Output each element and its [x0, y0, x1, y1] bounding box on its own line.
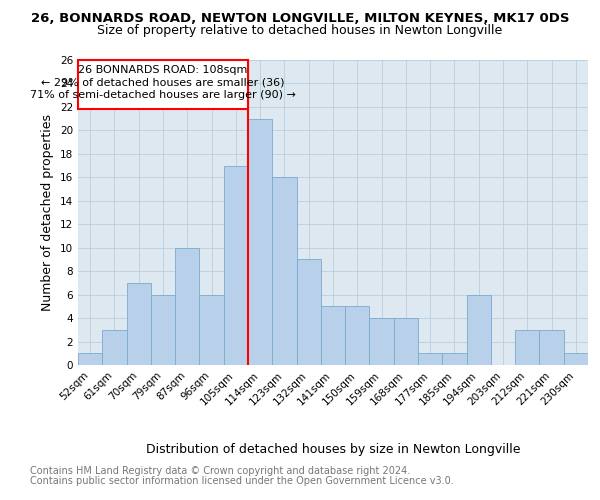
Bar	[515, 330, 539, 365]
Bar	[199, 294, 224, 365]
Text: 26 BONNARDS ROAD: 108sqm: 26 BONNARDS ROAD: 108sqm	[79, 64, 248, 74]
FancyBboxPatch shape	[78, 60, 248, 110]
Bar	[394, 318, 418, 365]
Text: Size of property relative to detached houses in Newton Longville: Size of property relative to detached ho…	[97, 24, 503, 37]
Bar	[78, 354, 102, 365]
Bar	[539, 330, 564, 365]
Bar	[248, 118, 272, 365]
Bar	[151, 294, 175, 365]
Bar	[345, 306, 370, 365]
Text: Contains public sector information licensed under the Open Government Licence v3: Contains public sector information licen…	[30, 476, 454, 486]
Bar	[102, 330, 127, 365]
Bar	[418, 354, 442, 365]
Text: Distribution of detached houses by size in Newton Longville: Distribution of detached houses by size …	[146, 442, 520, 456]
Bar	[224, 166, 248, 365]
Bar	[296, 260, 321, 365]
Bar	[370, 318, 394, 365]
Bar	[127, 283, 151, 365]
Bar	[272, 178, 296, 365]
Bar	[175, 248, 199, 365]
Bar	[467, 294, 491, 365]
Y-axis label: Number of detached properties: Number of detached properties	[41, 114, 55, 311]
Text: 71% of semi-detached houses are larger (90) →: 71% of semi-detached houses are larger (…	[30, 90, 296, 101]
Bar	[442, 354, 467, 365]
Text: 26, BONNARDS ROAD, NEWTON LONGVILLE, MILTON KEYNES, MK17 0DS: 26, BONNARDS ROAD, NEWTON LONGVILLE, MIL…	[31, 12, 569, 26]
Text: Contains HM Land Registry data © Crown copyright and database right 2024.: Contains HM Land Registry data © Crown c…	[30, 466, 410, 476]
Text: ← 29% of detached houses are smaller (36): ← 29% of detached houses are smaller (36…	[41, 78, 285, 88]
Bar	[564, 354, 588, 365]
Bar	[321, 306, 345, 365]
